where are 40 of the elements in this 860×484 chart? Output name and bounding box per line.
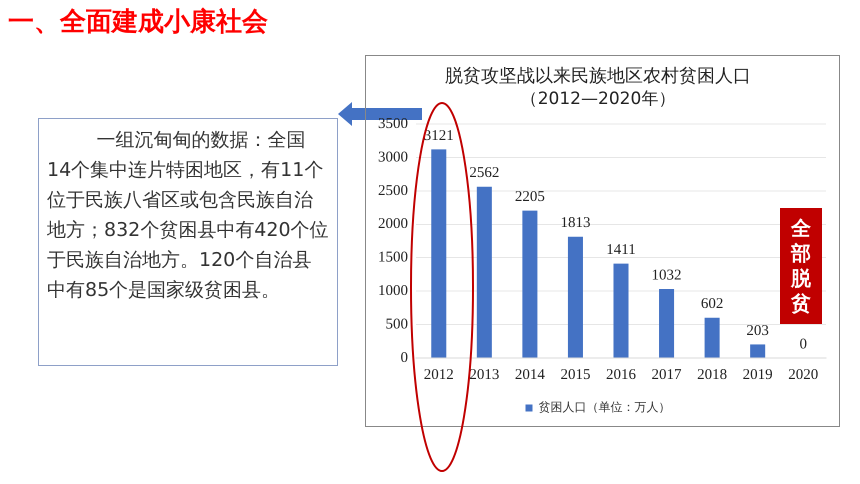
x-tick-label: 2017 xyxy=(652,366,682,383)
bar xyxy=(568,236,583,358)
y-tick-label: 2500 xyxy=(378,182,408,199)
text: 一组沉甸甸的数据：全国14个集中连片特困地区，有11个位于民族八省区或包含民族自治地方；832个贫困县中有420个位于民族自治地方。120个自治县中有85个是国家级贫困县。 xyxy=(38,118,338,366)
data-label: 3121 xyxy=(424,128,454,144)
data-label: 602 xyxy=(700,296,724,312)
data-label: 1813 xyxy=(560,215,590,232)
data-label: 0 xyxy=(799,336,807,352)
x-tick-label: 2016 xyxy=(606,366,636,383)
y-tick-label: 3000 xyxy=(378,149,408,166)
x-tick-label: 2014 xyxy=(514,366,546,383)
x-tick-label: 2018 xyxy=(697,366,728,383)
x-tick-label: 2012 xyxy=(424,366,454,383)
data-label: 1032 xyxy=(652,267,682,284)
bar xyxy=(659,289,674,358)
x-tick-label: 2020 xyxy=(788,366,818,383)
bar xyxy=(476,186,492,358)
legend-label: 贫困人口（单位：万人） xyxy=(538,400,670,414)
y-tick-label: 1000 xyxy=(378,283,408,300)
bar xyxy=(431,149,446,358)
x-tick-label: 2019 xyxy=(742,366,773,383)
text: 一、全面建成小康社会 xyxy=(8,6,268,39)
data-label: 1411 xyxy=(606,242,636,258)
bar xyxy=(704,318,720,358)
y-tick-label: 0 xyxy=(400,350,408,366)
bar xyxy=(522,210,538,358)
y-tick-label: 2000 xyxy=(378,216,408,232)
x-tick-label: 2013 xyxy=(469,366,500,383)
chart-title: 脱贫攻坚战以来民族地区农村贫困人口 xyxy=(445,66,751,86)
data-label: 203 xyxy=(746,322,769,339)
x-tick-label: 2015 xyxy=(560,366,590,383)
bar xyxy=(750,344,766,358)
data-label: 2205 xyxy=(514,189,545,206)
y-tick-label: 3500 xyxy=(378,116,408,132)
data-label: 2562 xyxy=(469,165,500,182)
bar xyxy=(613,264,629,358)
annotation: 全部脱贫 xyxy=(780,208,822,324)
y-tick-label: 1500 xyxy=(378,250,408,266)
y-tick-label: 500 xyxy=(386,316,408,333)
chart-subtitle: （2012—2020年） xyxy=(520,89,676,110)
